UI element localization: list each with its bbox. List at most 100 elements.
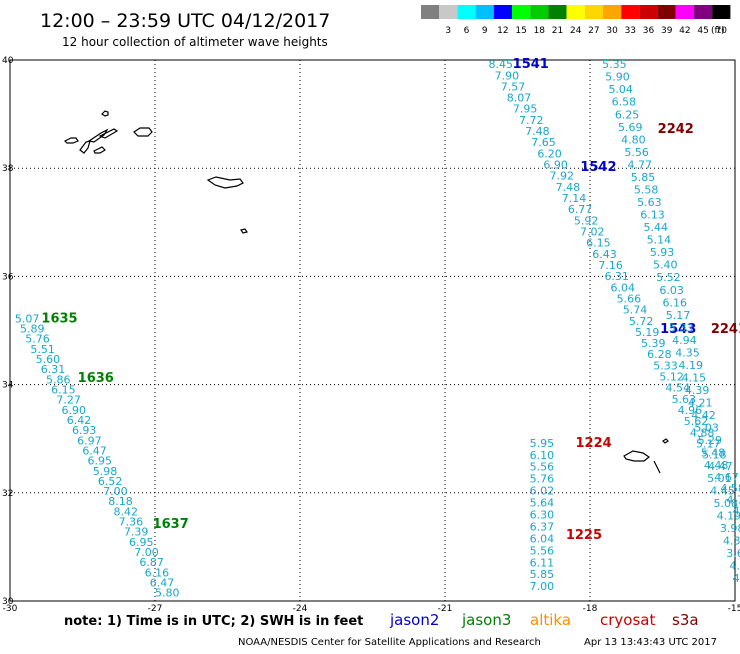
scale-unit-label: (ft) — [711, 26, 725, 36]
wave-height-value: 4.19 — [678, 359, 703, 372]
scale-swatch — [567, 5, 585, 19]
island-outline — [89, 130, 107, 142]
wave-height-value: 5.44 — [643, 221, 668, 234]
pass-number-label: 1637 — [153, 517, 189, 532]
wave-height-value: 5.40 — [653, 259, 678, 272]
track-jason3: 5.075.895.765.515.606.315.866.157.276.90… — [15, 311, 189, 599]
scale-label: 24 — [570, 26, 582, 36]
map-subtitle: 12 hour collection of altimeter wave hei… — [62, 35, 328, 49]
island-madeira-outline — [624, 451, 649, 461]
wave-height-value: 4.48 — [704, 459, 729, 472]
longitude-label: -21 — [438, 604, 453, 614]
island-small-outline — [654, 461, 660, 473]
scale-swatch — [676, 5, 694, 19]
wave-height-value: 4.32 — [723, 534, 740, 547]
wave-height-value: 5.48 — [701, 447, 726, 460]
scale-label: 6 — [464, 26, 470, 36]
wave-height-value: 4.94 — [672, 334, 697, 347]
wave-height-value: 4.45 — [710, 484, 735, 497]
latitude-label: 36 — [2, 272, 14, 282]
longitude-label: -18 — [583, 604, 598, 614]
pass-number-label: 1225 — [566, 528, 602, 543]
longitude-label: -27 — [148, 604, 163, 614]
wave-height-value: 5.08 — [713, 497, 738, 510]
satellite-legend-item: cryosat — [600, 611, 655, 629]
satellite-legend-item: jason3 — [461, 611, 511, 629]
wave-height-value: 5.56 — [624, 146, 649, 159]
wave-height-value: 3.62 — [726, 547, 740, 560]
wave-height-value: 5.29 — [698, 434, 723, 447]
latitude-label: 34 — [2, 381, 14, 391]
island-flores-outline — [102, 111, 108, 116]
wave-height-value: 5.58 — [634, 183, 659, 196]
scale-swatch — [457, 5, 475, 19]
wave-height-value: 6.25 — [615, 108, 640, 121]
latitude-label: 30 — [2, 597, 14, 607]
wave-height-value: 5.90 — [605, 71, 630, 84]
latitude-label: 40 — [2, 56, 14, 66]
wave-height-value: 6.16 — [663, 296, 688, 309]
island-outline — [80, 141, 90, 153]
scale-label: 45 — [697, 26, 708, 36]
wave-height-value: 4.77 — [628, 158, 653, 171]
scale-swatch — [421, 5, 439, 19]
satellite-legend-item: jason2 — [389, 611, 439, 629]
map-title: 12:00 – 23:59 UTC 04/12/2017 — [40, 10, 330, 32]
scale-label: 30 — [606, 26, 618, 36]
pass-number-label: 1542 — [580, 160, 616, 175]
footer-credit: NOAA/NESDIS Center for Satellite Applica… — [238, 637, 541, 648]
wave-height-value: 4.15 — [682, 371, 707, 384]
scale-swatch — [439, 5, 457, 19]
scale-swatch — [603, 5, 621, 19]
wave-height-value: 6.58 — [612, 96, 637, 109]
scale-label: 36 — [643, 26, 655, 36]
island-outline — [100, 129, 117, 138]
wave-height-value: 3.98 — [720, 522, 740, 535]
island-outline — [94, 147, 105, 153]
scale-swatch — [639, 5, 657, 19]
wave-height-value: 5.35 — [602, 58, 627, 71]
island-santa-maria-outline — [208, 177, 243, 188]
wave-height-value: 4.19 — [717, 509, 740, 522]
wave-height-value: 5.03 — [694, 422, 719, 435]
wave-height-value: 5.52 — [656, 271, 681, 284]
pass-number-label: 1636 — [78, 371, 114, 386]
island-sao-miguel-outline — [134, 128, 152, 136]
scale-label: 39 — [661, 26, 673, 36]
longitude-label: -15 — [728, 604, 740, 614]
wave-height-value: 5.63 — [637, 196, 662, 209]
wave-height-value: 4.64 — [733, 572, 740, 585]
island-outline — [65, 138, 78, 143]
pass-number-label: 1224 — [576, 436, 612, 451]
scale-swatch — [512, 5, 530, 19]
wave-height-value: 5.17 — [666, 309, 691, 322]
footer-timestamp: Apr 13 13:43:43 UTC 2017 — [584, 637, 717, 648]
wave-height-value: 6.13 — [640, 209, 665, 222]
scale-label: 9 — [482, 26, 488, 36]
wave-height-value: 7.00 — [530, 580, 555, 593]
wave-height-value: 4.07 — [729, 560, 740, 573]
scale-label: 42 — [679, 26, 690, 36]
track-cryosat: 5.956.105.565.766.025.646.306.376.045.56… — [530, 436, 612, 593]
scale-swatch — [585, 5, 603, 19]
pass-number-label: 2242 — [658, 122, 694, 137]
wave-height-value: 4.80 — [621, 133, 646, 146]
latitude-label: 32 — [2, 489, 13, 499]
scale-label: 15 — [515, 26, 526, 36]
scale-swatch — [712, 5, 730, 19]
footnote: note: 1) Time is in UTC; 2) SWH is in fe… — [64, 614, 363, 629]
latitude-label: 38 — [2, 164, 14, 174]
wave-height-value: 5.33 — [669, 321, 694, 334]
wave-height-value: 6.03 — [659, 284, 684, 297]
wave-height-value: 5.04 — [608, 83, 633, 96]
scale-swatch — [476, 5, 494, 19]
pass-number-label: 1541 — [513, 57, 549, 72]
wave-height-value: 4.39 — [685, 384, 710, 397]
wave-height-value: 5.80 — [155, 587, 180, 600]
scale-swatch — [621, 5, 639, 19]
scale-swatch — [658, 5, 676, 19]
scale-swatch — [494, 5, 512, 19]
scale-label: 21 — [552, 26, 563, 36]
